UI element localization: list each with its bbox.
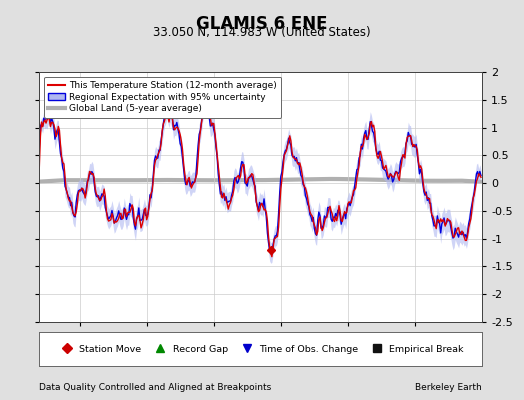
Text: Data Quality Controlled and Aligned at Breakpoints: Data Quality Controlled and Aligned at B… bbox=[39, 383, 271, 392]
Legend: Station Move, Record Gap, Time of Obs. Change, Empirical Break: Station Move, Record Gap, Time of Obs. C… bbox=[55, 342, 466, 356]
Text: GLAMIS 6 ENE: GLAMIS 6 ENE bbox=[196, 15, 328, 33]
Text: 33.050 N, 114.983 W (United States): 33.050 N, 114.983 W (United States) bbox=[153, 26, 371, 39]
Legend: This Temperature Station (12-month average), Regional Expectation with 95% uncer: This Temperature Station (12-month avera… bbox=[44, 76, 281, 118]
Text: Berkeley Earth: Berkeley Earth bbox=[416, 383, 482, 392]
